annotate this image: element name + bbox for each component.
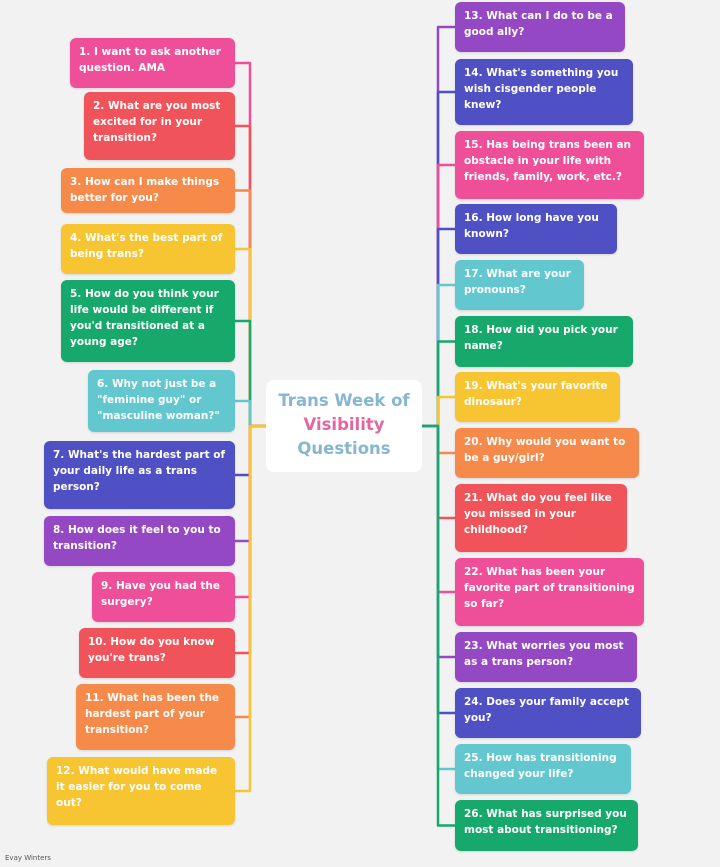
question-node-right-6[interactable]: 18. How did you pick your name? bbox=[455, 316, 633, 367]
question-node-left-4[interactable]: 4. What's the best part of being trans? bbox=[61, 224, 235, 274]
question-node-right-7[interactable]: 19. What's your favorite dinosaur? bbox=[455, 372, 620, 422]
central-topic-line-2: Visibility bbox=[303, 415, 385, 434]
central-topic-line-3: Questions bbox=[297, 439, 391, 458]
question-node-left-10[interactable]: 10. How do you know you're trans? bbox=[79, 628, 235, 678]
question-node-right-2[interactable]: 14. What's something you wish cisgender … bbox=[455, 59, 633, 125]
question-node-right-13[interactable]: 25. How has transitioning changed your l… bbox=[455, 744, 631, 794]
question-node-right-9[interactable]: 21. What do you feel like you missed in … bbox=[455, 484, 627, 552]
question-node-left-9[interactable]: 9. Have you had the surgery? bbox=[92, 572, 235, 622]
question-node-right-5[interactable]: 17. What are your pronouns? bbox=[455, 260, 584, 310]
question-node-right-1[interactable]: 13. What can I do to be a good ally? bbox=[455, 2, 625, 52]
question-node-right-10[interactable]: 22. What has been your favorite part of … bbox=[455, 558, 644, 626]
connector-right-7 bbox=[422, 395, 455, 428]
question-node-right-3[interactable]: 15. Has being trans been an obstacle in … bbox=[455, 131, 644, 199]
question-node-left-3[interactable]: 3. How can I make things better for you? bbox=[61, 168, 235, 213]
author-credit: Evay Winters bbox=[5, 854, 51, 862]
question-node-left-1[interactable]: 1. I want to ask another question. AMA bbox=[70, 38, 235, 88]
question-node-left-2[interactable]: 2. What are you most excited for in your… bbox=[84, 92, 235, 160]
question-node-right-12[interactable]: 24. Does your family accept you? bbox=[455, 688, 641, 738]
central-topic-line-1: Trans Week of bbox=[278, 391, 410, 410]
connector-left-6 bbox=[235, 399, 266, 428]
question-node-right-11[interactable]: 23. What worries you most as a trans per… bbox=[455, 632, 637, 682]
question-node-right-14[interactable]: 26. What has surprised you most about tr… bbox=[455, 800, 638, 851]
central-topic: Trans Week of Visibility Questions bbox=[266, 380, 422, 472]
question-node-left-5[interactable]: 5. How do you think your life would be d… bbox=[61, 280, 235, 362]
question-node-left-8[interactable]: 8. How does it feel to you to transition… bbox=[44, 516, 235, 566]
question-node-right-4[interactable]: 16. How long have you known? bbox=[455, 204, 617, 254]
question-node-left-7[interactable]: 7. What's the hardest part of your daily… bbox=[44, 441, 235, 509]
connector-right-14 bbox=[422, 424, 455, 827]
question-node-left-6[interactable]: 6. Why not just be a "feminine guy" or "… bbox=[88, 370, 235, 432]
connector-left-12 bbox=[235, 424, 266, 793]
question-node-left-12[interactable]: 12. What would have made it easier for y… bbox=[47, 757, 235, 825]
question-node-right-8[interactable]: 20. Why would you want to be a guy/girl? bbox=[455, 428, 639, 478]
question-node-left-11[interactable]: 11. What has been the hardest part of yo… bbox=[76, 684, 235, 750]
